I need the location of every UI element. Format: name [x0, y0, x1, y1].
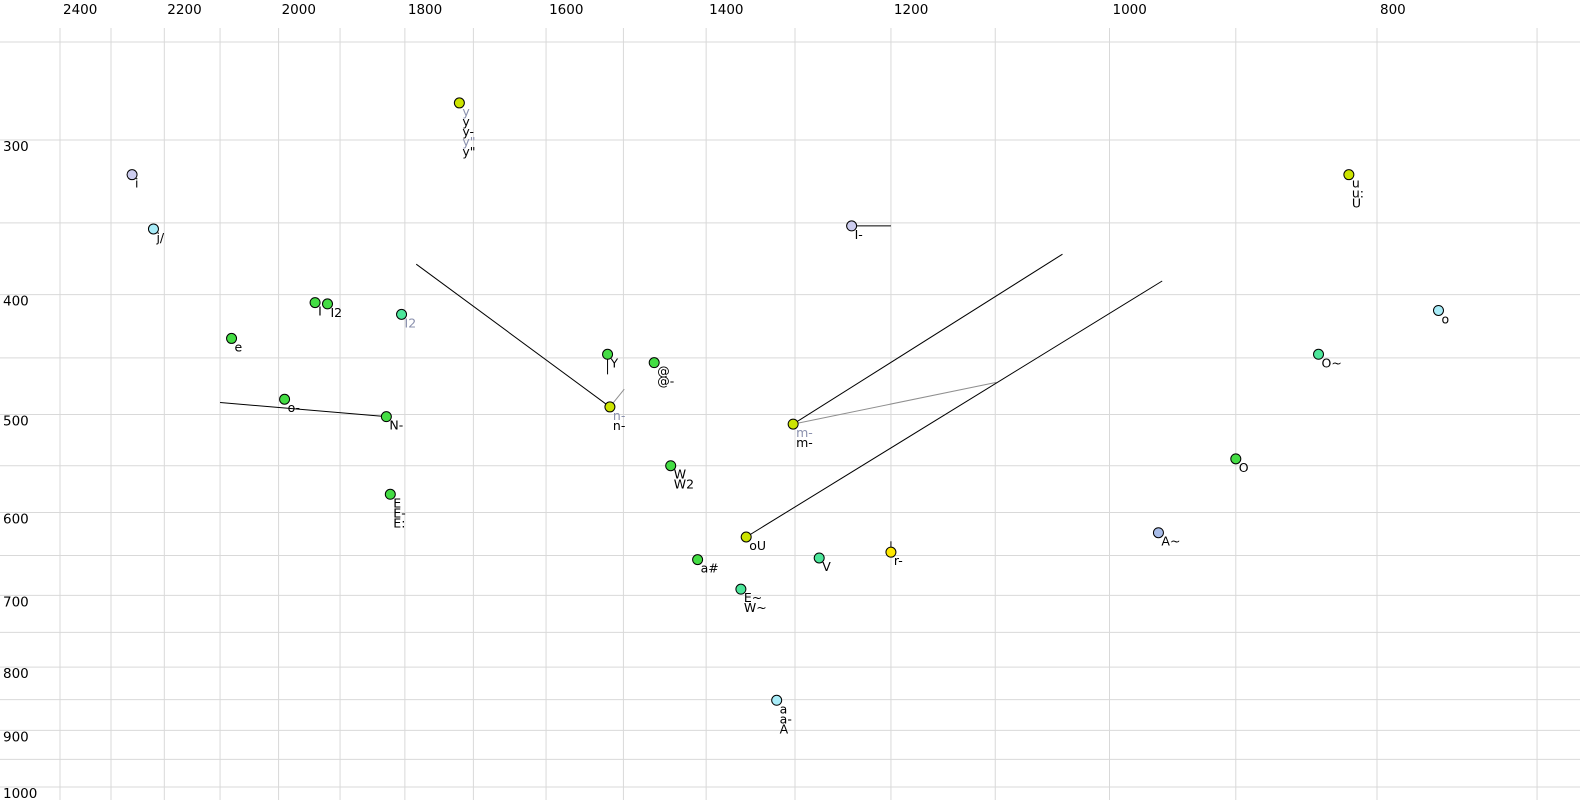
- point-u-long[interactable]: [1343, 169, 1355, 181]
- x-tick-1200: 1200: [894, 2, 928, 18]
- y-tick-1000: 1000: [3, 786, 37, 800]
- point-i-bar[interactable]: [846, 220, 858, 232]
- point-o-dash-label-0: o-: [288, 400, 300, 415]
- point-j-slash-label-0: j/: [155, 230, 164, 245]
- point-r-dash[interactable]: [885, 546, 897, 558]
- point-o[interactable]: [1432, 304, 1444, 316]
- point-y-label-4: y": [462, 144, 475, 159]
- point-i-label-0: i: [135, 176, 138, 191]
- point-a-label-0: a: [780, 701, 788, 716]
- x-tick-1400: 1400: [709, 2, 743, 18]
- point-cap-o[interactable]: [1230, 453, 1242, 465]
- point-y-label-1: y: [462, 114, 470, 129]
- point-m-dash[interactable]: [787, 418, 799, 430]
- point-o-nasal-label-0: O~: [1322, 355, 1342, 370]
- segment-to-N-dash: [220, 402, 387, 418]
- segment-oU-long: [745, 280, 1163, 538]
- point-schwa-label-0: @: [657, 364, 670, 379]
- point-i2-gray-label-0: I2: [405, 315, 417, 330]
- point-a-hash[interactable]: [692, 554, 704, 566]
- point-a-label-2: A: [780, 721, 789, 736]
- point-a-nasal[interactable]: [1152, 527, 1164, 539]
- x-tick-1000: 1000: [1112, 2, 1146, 18]
- point-e-long[interactable]: [384, 488, 396, 500]
- point-j-slash[interactable]: [147, 223, 159, 235]
- y-tick-400: 400: [3, 294, 29, 310]
- point-cap-y[interactable]: [602, 348, 614, 360]
- point-cap-i[interactable]: [309, 297, 321, 309]
- point-e-nasal-label-0: E~: [744, 590, 762, 605]
- point-a-hash-label-0: a#: [701, 561, 719, 576]
- point-u-long-label-2: U: [1352, 196, 1361, 211]
- point-y-label-2: y-: [462, 124, 474, 139]
- point-schwa[interactable]: [648, 357, 660, 369]
- y-tick-800: 800: [3, 666, 29, 682]
- point-i2[interactable]: [322, 298, 334, 310]
- point-u-long-label-1: u:: [1352, 186, 1364, 201]
- point-y-label-0: y: [462, 104, 470, 119]
- point-cap-n-dash[interactable]: [380, 411, 392, 423]
- x-tick-800: 800: [1380, 2, 1406, 18]
- x-tick-2400: 2400: [63, 2, 97, 18]
- point-o-dash[interactable]: [279, 393, 291, 405]
- point-cap-y-label-0: Y: [610, 355, 619, 370]
- point-i2-gray[interactable]: [396, 308, 408, 320]
- point-m-dash-label-0: m-: [796, 425, 813, 440]
- point-n-dash-label-1: n-: [613, 418, 625, 433]
- y-tick-500: 500: [3, 414, 29, 430]
- point-cap-v[interactable]: [813, 552, 825, 564]
- point-i[interactable]: [126, 169, 138, 181]
- point-y[interactable]: [453, 97, 465, 109]
- point-o-label-0: o: [1441, 311, 1449, 326]
- x-tick-1800: 1800: [408, 2, 442, 18]
- point-cap-n-dash-label-0: N-: [389, 418, 403, 433]
- point-i2-label-0: I2: [331, 305, 343, 320]
- x-tick-2200: 2200: [167, 2, 201, 18]
- x-tick-2000: 2000: [282, 2, 316, 18]
- y-tick-900: 900: [3, 729, 29, 745]
- point-o-nasal[interactable]: [1313, 348, 1325, 360]
- y-tick-700: 700: [3, 594, 29, 610]
- point-a-nasal-label-0: A~: [1161, 534, 1180, 549]
- point-n-dash[interactable]: [604, 401, 616, 413]
- point-e-label-0: e: [235, 339, 243, 354]
- point-n-dash-label-0: n-: [613, 408, 625, 423]
- point-e-long-label-1: E-: [393, 505, 405, 520]
- point-w-label-0: W: [674, 467, 686, 482]
- point-e-nasal[interactable]: [735, 583, 747, 595]
- segment-m-dash-gray: [793, 381, 997, 425]
- point-y-label-3: y": [462, 134, 475, 149]
- point-cap-o-label-0: O: [1239, 460, 1249, 475]
- point-e-nasal-label-1: W~: [744, 600, 767, 615]
- segment-m-dash-long: [792, 253, 1063, 425]
- point-e-long-label-0: E: [393, 495, 401, 510]
- point-e-long-label-2: E:: [393, 515, 405, 530]
- point-w-label-1: W2: [674, 477, 694, 492]
- point-e[interactable]: [226, 332, 238, 344]
- point-r-dash-label-0: r-: [894, 553, 903, 568]
- point-i-bar-label-0: I-: [855, 227, 863, 242]
- point-cap-i-label-0: I: [318, 304, 322, 319]
- y-tick-300: 300: [3, 139, 29, 155]
- point-ou-label-0: oU: [749, 538, 766, 553]
- point-cap-v-label-0: V: [822, 559, 831, 574]
- point-u-long-label-0: u: [1352, 176, 1360, 191]
- x-tick-1600: 1600: [549, 2, 583, 18]
- point-a[interactable]: [771, 694, 783, 706]
- point-m-dash-label-1: m-: [796, 435, 813, 450]
- y-tick-600: 600: [3, 511, 29, 527]
- point-w[interactable]: [665, 460, 677, 472]
- point-ou[interactable]: [740, 531, 752, 543]
- point-a-label-1: a-: [780, 711, 792, 726]
- segment-to-n-dash: [415, 263, 611, 408]
- point-schwa-label-1: @-: [657, 374, 674, 389]
